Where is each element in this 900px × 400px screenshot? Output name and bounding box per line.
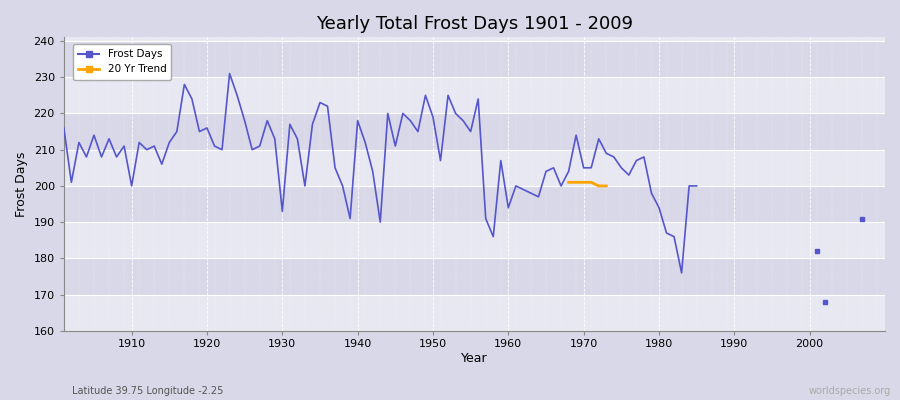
Bar <box>64 222 885 258</box>
Legend: Frost Days, 20 Yr Trend: Frost Days, 20 Yr Trend <box>73 44 172 80</box>
Text: worldspecies.org: worldspecies.org <box>809 386 891 396</box>
Bar <box>64 258 885 295</box>
X-axis label: Year: Year <box>461 352 488 365</box>
Bar <box>64 150 885 186</box>
Bar <box>64 41 885 77</box>
Bar <box>64 295 885 331</box>
Bar <box>64 77 885 114</box>
Bar <box>64 114 885 150</box>
Text: Latitude 39.75 Longitude -2.25: Latitude 39.75 Longitude -2.25 <box>72 386 223 396</box>
Bar <box>64 186 885 222</box>
Title: Yearly Total Frost Days 1901 - 2009: Yearly Total Frost Days 1901 - 2009 <box>316 15 633 33</box>
Y-axis label: Frost Days: Frost Days <box>15 152 28 217</box>
